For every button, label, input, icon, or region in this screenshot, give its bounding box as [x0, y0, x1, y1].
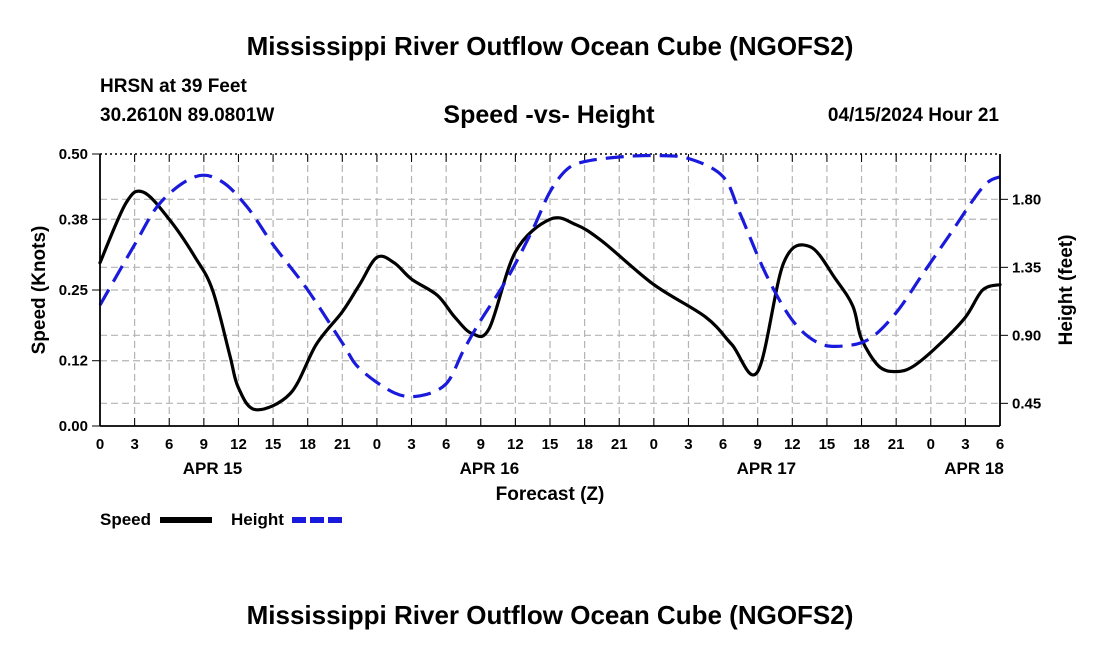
x-tick-label: 9: [754, 436, 762, 453]
height-series-line: [98, 153, 1001, 399]
date-label: APR 15: [183, 459, 243, 478]
x-tick-label: 6: [165, 436, 173, 453]
x-tick-label: 3: [407, 436, 415, 453]
x-tick-label: 12: [507, 436, 524, 453]
y-tick-label: 0.38: [59, 211, 88, 228]
legend-height-label: Height: [231, 510, 284, 529]
x-tick-label: 18: [853, 436, 870, 453]
y-tick-label: 0.12: [59, 353, 88, 370]
x-tick-label: 6: [719, 436, 727, 453]
y2-tick-label: 0.90: [1012, 327, 1041, 344]
station-label: HRSN at 39 Feet: [100, 76, 247, 97]
y-tick-label: 0.25: [59, 282, 88, 299]
x-tick-label: 9: [200, 436, 208, 453]
x-tick-label: 9: [477, 436, 485, 453]
x-tick-label: 3: [130, 436, 138, 453]
x-axis-title: Forecast (Z): [496, 484, 605, 505]
chart-subtitle: Speed -vs- Height: [443, 101, 655, 129]
legend-speed-label: Speed: [100, 510, 151, 529]
x-tick-label: 21: [334, 436, 351, 453]
y2-tick-label: 0.45: [1012, 395, 1041, 412]
y2-tick-label: 1.80: [1012, 191, 1041, 208]
x-tick-label: 12: [230, 436, 247, 453]
date-label: APR 18: [944, 459, 1004, 478]
date-label: APR 16: [460, 459, 520, 478]
x-tick-label: 12: [784, 436, 801, 453]
x-tick-label: 21: [888, 436, 905, 453]
x-tick-label: 15: [542, 436, 559, 453]
x-tick-label: 3: [961, 436, 969, 453]
y-tick-label: 0.50: [59, 146, 88, 163]
x-tick-label: 0: [927, 436, 935, 453]
x-tick-label: 3: [684, 436, 692, 453]
forecast-time-label: 04/15/2024 Hour 21: [827, 105, 999, 126]
footer-title: Mississippi River Outflow Ocean Cube (NG…: [246, 600, 854, 630]
y-axis-title: Speed (Knots): [29, 226, 50, 355]
x-tick-label: 18: [299, 436, 316, 453]
y-tick-label: 0.00: [59, 418, 88, 435]
x-tick-label: 0: [96, 436, 104, 453]
x-tick-label: 6: [442, 436, 450, 453]
y2-axis-title: Height (feet): [1056, 235, 1077, 346]
chart-main-title: Mississippi River Outflow Ocean Cube (NG…: [246, 31, 854, 61]
x-tick-label: 21: [611, 436, 628, 453]
x-tick-label: 15: [265, 436, 282, 453]
coordinates-label: 30.2610N 89.0801W: [100, 105, 275, 126]
x-tick-label: 18: [576, 436, 593, 453]
y2-tick-label: 1.35: [1012, 259, 1041, 276]
x-tick-label: 0: [373, 436, 381, 453]
x-tick-label: 6: [996, 436, 1004, 453]
x-tick-label: 15: [819, 436, 836, 453]
date-label: APR 17: [737, 459, 797, 478]
x-tick-label: 0: [650, 436, 658, 453]
